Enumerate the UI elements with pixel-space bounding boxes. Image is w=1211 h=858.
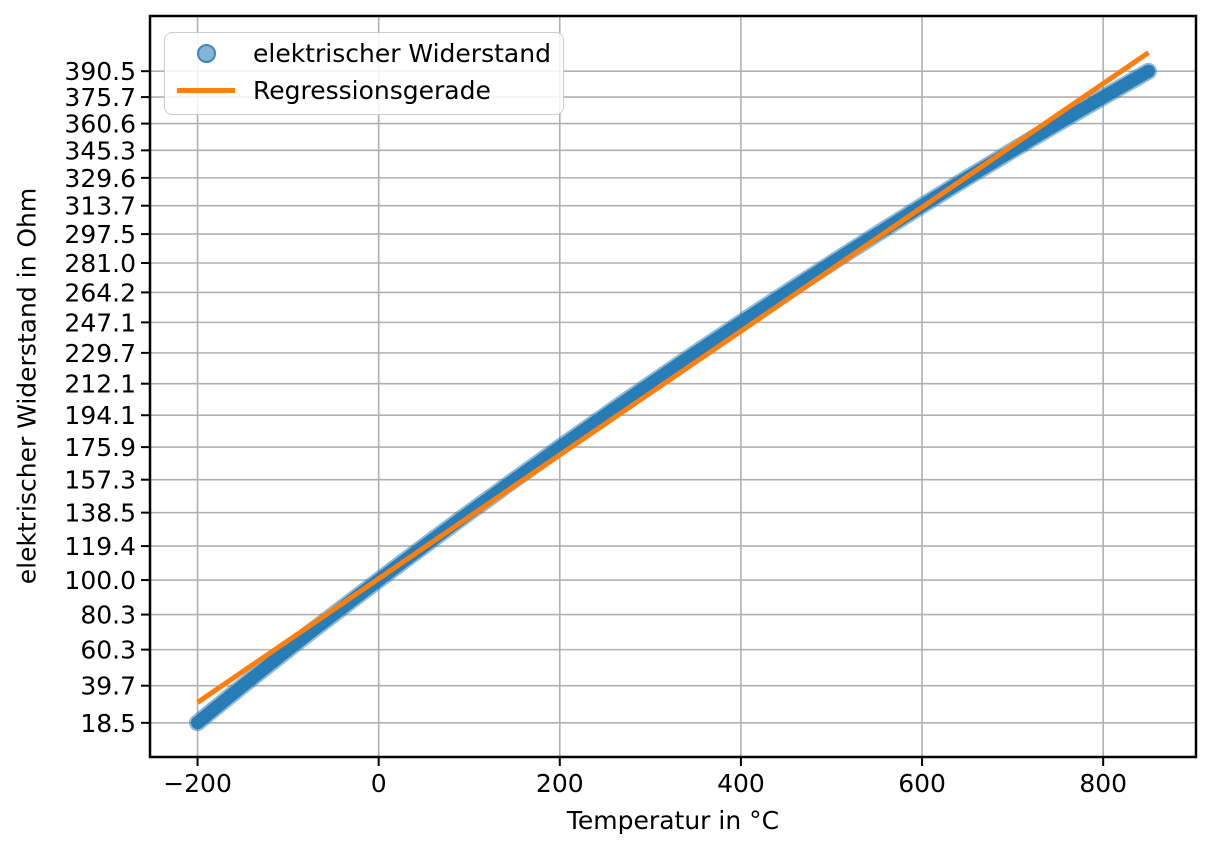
- legend-label-widerstand: elektrischer Widerstand: [253, 38, 551, 68]
- y-tick-label: 194.1: [64, 401, 136, 430]
- y-tick-label: 39.7: [80, 672, 136, 701]
- x-tick-label: 600: [898, 769, 946, 798]
- y-tick-label: 264.2: [64, 278, 136, 307]
- y-tick-label: 119.4: [64, 532, 136, 561]
- y-tick-label: 138.5: [64, 499, 136, 528]
- y-tick-label: 60.3: [80, 636, 136, 665]
- regression-line: [196, 50, 1150, 705]
- y-tick-label: 345.3: [64, 136, 136, 165]
- y-axis-label: elektrischer Widerstand in Ohm: [12, 187, 42, 585]
- scatter-series-widerstand: [189, 62, 1157, 732]
- y-tick-label: 297.5: [64, 220, 136, 249]
- y-tick-label: 100.0: [64, 566, 136, 595]
- y-tick-label: 375.7: [64, 83, 136, 112]
- x-tick-label: 400: [717, 769, 765, 798]
- line-swatch-icon: [177, 87, 235, 93]
- scatter-series-widerstand-core: [191, 64, 1155, 730]
- x-axis-label: Temperatur in °C: [566, 806, 780, 835]
- plot-border: [148, 14, 1198, 759]
- y-tick-label: 390.5: [64, 57, 136, 86]
- legend-item-widerstand: elektrischer Widerstand: [175, 35, 551, 71]
- y-tick-label: 229.7: [64, 339, 136, 368]
- y-tick-label: 329.6: [64, 164, 136, 193]
- y-tick-label: 281.0: [64, 249, 136, 278]
- y-tick-label: 18.5: [80, 709, 136, 738]
- y-tick-label: 313.7: [64, 192, 136, 221]
- y-tick-label: 157.3: [64, 466, 136, 495]
- y-tick-label: 360.6: [64, 110, 136, 139]
- x-tick-label: 0: [371, 769, 387, 798]
- scatter-marker-icon: [196, 43, 216, 63]
- legend: elektrischer Widerstand Regressionsgerad…: [164, 32, 564, 115]
- y-tick-label: 247.1: [64, 308, 136, 337]
- y-tick-label: 212.1: [64, 370, 136, 399]
- x-tick-label: −200: [163, 769, 232, 798]
- legend-label-regression: Regressionsgerade: [253, 75, 491, 105]
- x-tick-label: 800: [1079, 769, 1127, 798]
- y-tick-label: 175.9: [64, 433, 136, 462]
- y-tick-label: 80.3: [80, 601, 136, 630]
- x-tick-label: 200: [536, 769, 584, 798]
- legend-item-regression: Regressionsgerade: [175, 72, 551, 108]
